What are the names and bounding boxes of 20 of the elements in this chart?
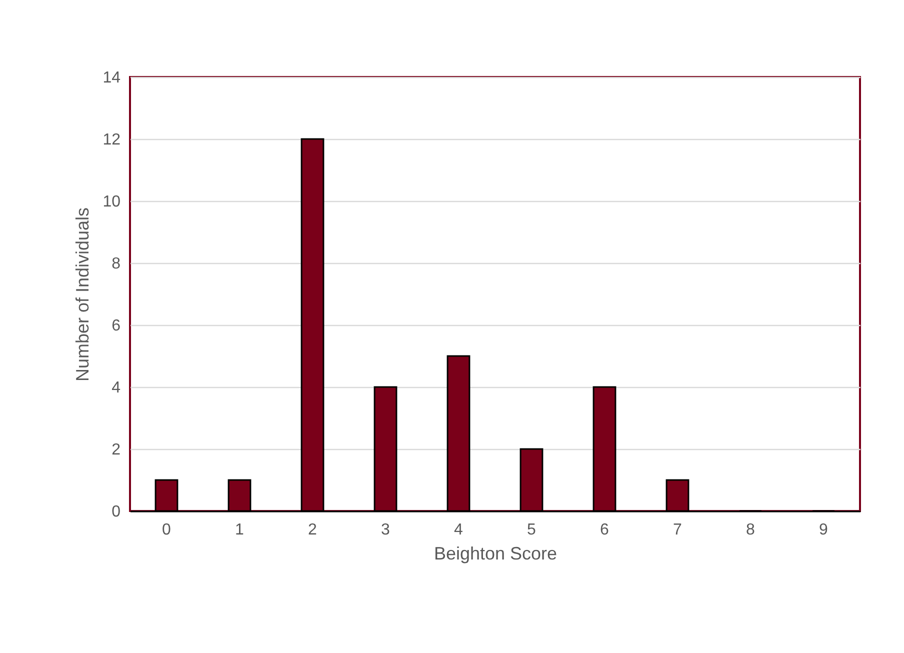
x-tick-label: 9 — [819, 522, 828, 538]
y-tick-label: 6 — [112, 318, 121, 334]
y-tick-label: 8 — [112, 256, 121, 272]
x-tick-label: 0 — [162, 522, 172, 538]
x-tick-label: 4 — [454, 522, 464, 538]
y-axis-title: Number of Individuals — [72, 207, 93, 382]
y-tick-label: 14 — [102, 70, 121, 86]
x-tick-label: 7 — [673, 522, 682, 538]
y-tick-label: 12 — [102, 132, 121, 148]
x-tick-label: 8 — [746, 522, 756, 538]
x-tick-label: 1 — [235, 522, 244, 538]
y-tick-label: 0 — [112, 504, 121, 520]
x-tick-label: 5 — [527, 522, 536, 538]
x-tick-label: 6 — [600, 522, 610, 538]
y-tick-label: 10 — [102, 194, 121, 210]
x-tick-label: 3 — [381, 522, 390, 538]
y-tick-label: 4 — [112, 380, 121, 396]
y-tick-label: 2 — [112, 442, 121, 458]
x-tick-label: 2 — [308, 522, 318, 538]
x-axis-title: Beighton Score — [434, 544, 558, 564]
